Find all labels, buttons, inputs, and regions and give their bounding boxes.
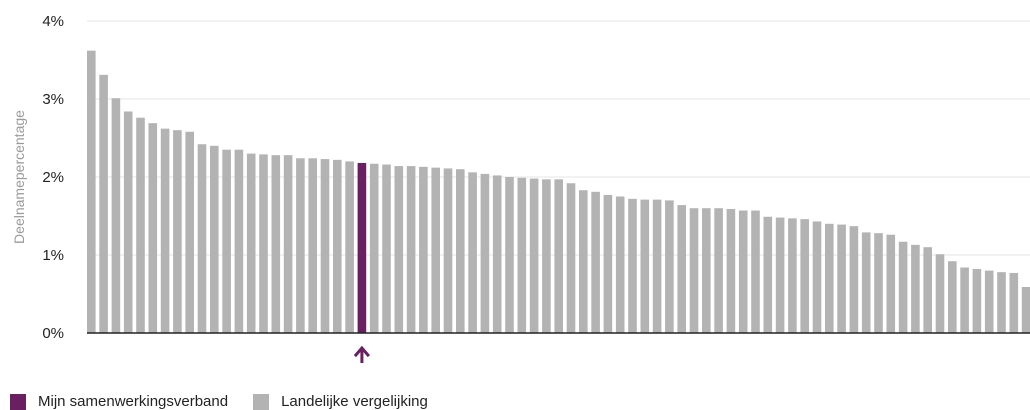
y-tick-labels: 0% 1% 2% 3% 4% — [42, 13, 64, 342]
legend-swatch-comparison — [253, 393, 270, 410]
bar — [529, 178, 539, 333]
bar — [320, 159, 330, 333]
legend-label: Mijn samenwerkingsverband — [38, 393, 229, 410]
bar — [898, 241, 908, 333]
bar — [652, 199, 662, 333]
bar — [689, 208, 699, 333]
bar — [628, 198, 637, 333]
bar — [640, 199, 650, 333]
bar — [615, 196, 625, 333]
bar — [406, 166, 416, 333]
bar — [345, 161, 354, 333]
bar — [111, 98, 121, 333]
bar — [431, 167, 440, 333]
bar — [886, 234, 896, 333]
bar — [99, 74, 108, 333]
bar — [935, 254, 945, 333]
bar — [726, 208, 736, 333]
y-tick-label: 4% — [42, 13, 64, 30]
bar — [812, 221, 822, 333]
bar — [788, 218, 797, 333]
bar — [505, 177, 514, 333]
bar — [849, 226, 859, 333]
bar — [984, 270, 994, 333]
legend-swatch-highlight — [10, 393, 26, 410]
bar — [837, 224, 846, 333]
bar — [1021, 286, 1030, 333]
bar — [825, 223, 834, 333]
bar — [800, 219, 809, 333]
bar — [382, 164, 391, 333]
bar — [136, 117, 145, 333]
bar — [874, 233, 883, 333]
bar — [185, 131, 194, 333]
bar — [517, 177, 527, 333]
bar — [123, 111, 133, 333]
bar — [480, 173, 490, 333]
y-tick-label: 3% — [42, 91, 64, 108]
bar — [1009, 272, 1019, 333]
bar — [677, 205, 686, 333]
bar — [87, 50, 96, 333]
bar — [246, 153, 256, 333]
bar — [566, 183, 576, 333]
bar — [271, 155, 281, 333]
bar — [997, 272, 1006, 333]
y-axis-label: Deelnamepercentage — [11, 110, 27, 244]
bar — [468, 172, 477, 333]
bar — [603, 194, 613, 333]
legend-item-mijn-samenwerkingsverband: Mijn samenwerkingsverband — [10, 393, 228, 410]
up-arrow-icon — [353, 345, 371, 363]
bar — [714, 208, 723, 333]
bar — [554, 179, 563, 333]
bar — [283, 155, 293, 333]
bar-highlight — [357, 162, 367, 333]
bar — [763, 216, 773, 333]
y-tick-label: 1% — [42, 247, 64, 264]
bar — [369, 163, 379, 333]
bar — [579, 190, 588, 333]
bar — [911, 244, 920, 333]
bar — [308, 158, 317, 333]
bar — [738, 210, 748, 333]
bar — [861, 232, 871, 333]
bar — [234, 149, 244, 333]
bar — [542, 179, 551, 333]
y-tick-label: 2% — [42, 169, 64, 186]
bar — [259, 154, 268, 333]
bar — [492, 175, 502, 333]
bar — [751, 210, 760, 333]
bar-chart: 0% 1% 2% 3% 4% Deelnamepercentage — [11, 13, 1030, 363]
bar — [443, 168, 453, 333]
bar — [173, 130, 182, 333]
bar — [456, 169, 465, 333]
bar — [197, 144, 207, 333]
bar — [775, 217, 785, 333]
bar — [222, 149, 231, 333]
bar — [333, 159, 342, 333]
bar — [591, 191, 600, 333]
bars — [87, 50, 1030, 334]
bar — [419, 166, 428, 333]
bar — [394, 166, 404, 333]
bar — [960, 267, 969, 333]
legend-item-landelijke-vergelijking: Landelijke vergelijking — [253, 393, 428, 410]
bar — [948, 261, 957, 333]
bar — [148, 123, 158, 334]
bar — [702, 208, 711, 333]
y-tick-label: 0% — [42, 325, 64, 342]
bar — [296, 158, 305, 333]
bar — [972, 269, 982, 333]
bar — [210, 145, 219, 333]
bar — [665, 200, 674, 333]
bar — [923, 247, 932, 333]
bar — [160, 128, 170, 333]
legend-label: Landelijke vergelijking — [281, 393, 428, 410]
legend: Mijn samenwerkingsverband Landelijke ver… — [10, 393, 453, 410]
